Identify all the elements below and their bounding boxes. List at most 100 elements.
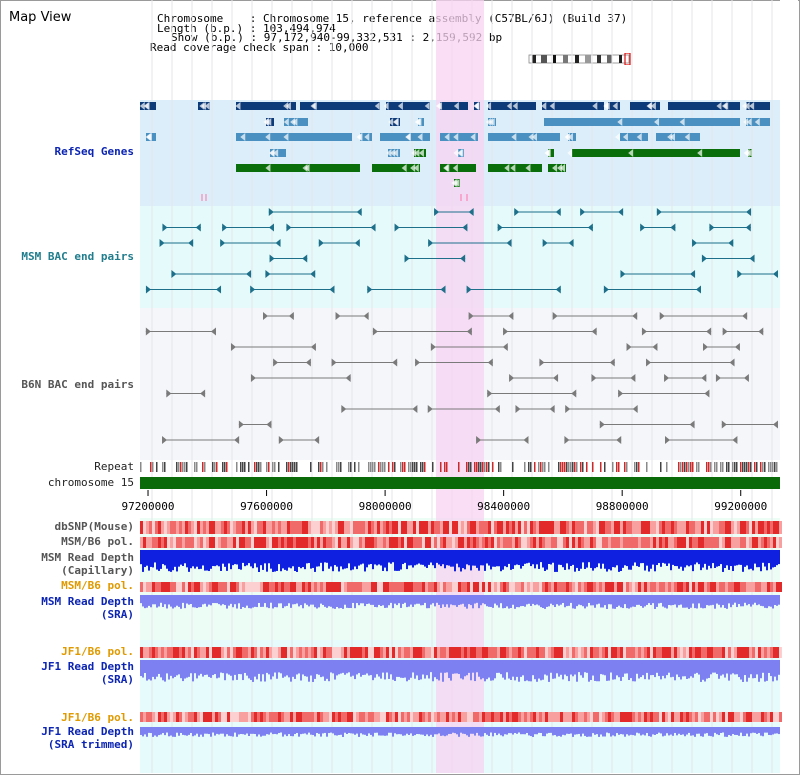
jf1-trimmed-depth-bar [550, 727, 552, 733]
msm-b6-pol-sra-heat-cell [554, 582, 557, 592]
gene-block [440, 133, 478, 141]
jf1-b6-pol-trim-heat-cell [281, 712, 284, 722]
jf1-trimmed-depth-bar [294, 727, 296, 735]
msm-capillary-depth-bar [538, 550, 540, 569]
chromosome-ideogram[interactable] [527, 53, 633, 65]
msm-bac-pair-end [692, 239, 698, 247]
msm-capillary-depth-bar [376, 550, 378, 566]
dbsnp-heat-cell [668, 521, 671, 534]
msm-b6-pol-heat-cell [461, 537, 464, 548]
msm-b6-pol-sra-heat-cell [746, 582, 749, 592]
jf1-sra-depth-bar [672, 660, 674, 677]
repeat-mark [616, 462, 618, 472]
repeat-mark [772, 462, 774, 472]
jf1-trimmed-depth-bar [150, 727, 152, 734]
msm-bac-pair-end [318, 239, 324, 247]
jf1-sra-depth-bar [206, 660, 208, 675]
msm-b6-pol-heat-cell [707, 537, 710, 548]
msm-sra-depth-bar [368, 595, 370, 604]
dbsnp-heat-cell [212, 521, 215, 534]
msm-b6-pol-heat-cell [326, 537, 329, 548]
repeat-mark [196, 462, 198, 472]
msm-capillary-depth-bar [526, 550, 528, 564]
jf1-trimmed-depth-bar [396, 727, 398, 735]
msm-b6-pol-sra-heat-cell [215, 582, 218, 592]
gene-arrow [617, 118, 623, 126]
jf1-b6-pol-trim-heat-cell [248, 712, 251, 722]
msm-capillary-depth-bar [464, 550, 466, 570]
dbsnp-heat-cell [419, 521, 422, 534]
msm-sra-depth-bar [224, 595, 226, 606]
repeat-mark [636, 462, 638, 472]
msm-capillary-depth-bar [194, 550, 196, 569]
jf1-sra-depth-bar [554, 660, 556, 679]
jf1-trimmed-depth-bar [286, 727, 288, 737]
jf1-trimmed-depth-bar [742, 727, 744, 737]
jf1-b6-pol-trim-heat-cell [452, 712, 455, 722]
msm-capillary-depth-bar [558, 550, 560, 565]
msm-sra-depth-bar [462, 595, 464, 604]
msm-sra-depth-bar [470, 595, 472, 606]
msm-capillary-depth-bar [228, 550, 230, 564]
jf1-b6-pol-trim-heat-cell [257, 712, 260, 722]
msm-sra-depth-bar [762, 595, 764, 607]
jf1-b6-pol-heat-cell [713, 647, 716, 658]
dbsnp-heat-cell [275, 521, 278, 534]
msm-capillary-depth-bar [590, 550, 592, 568]
repeat-mark [568, 462, 570, 472]
msm-capillary-depth-bar [626, 550, 628, 567]
msm-capillary-depth-bar [154, 550, 156, 563]
jf1-b6-pol-heat-cell [515, 647, 518, 658]
msm-capillary-depth-bar [314, 550, 316, 572]
msm-capillary-depth-bar [476, 550, 478, 568]
jf1-trimmed-depth-bar [636, 727, 638, 733]
jf1-b6-pol-trim-heat-cell [212, 712, 215, 722]
jf1-b6-pol-trim-heat-cell [296, 712, 299, 722]
b6n-bac-pair-end [715, 374, 721, 382]
msm-capillary-depth-bar [398, 550, 400, 571]
jf1-b6-pol-heat-cell [290, 647, 293, 658]
msm-b6-pol-heat-cell [701, 537, 704, 548]
dbsnp-heat-cell [752, 521, 755, 534]
jf1-b6-pol-heat-cell [449, 647, 452, 658]
jf1-b6-pol-trim-heat-cell [641, 712, 644, 722]
jf1-sra-depth-bar [736, 660, 738, 675]
jf1-trimmed-depth-bar [172, 727, 174, 737]
jf1-trimmed-depth-bar [256, 727, 258, 737]
repeat-mark [326, 462, 328, 472]
msm-sra-depth-bar [468, 595, 470, 605]
gene-arrow [283, 102, 289, 110]
msm-sra-depth-bar [172, 595, 174, 609]
jf1-sra-depth-bar [706, 660, 708, 679]
msm-sra-depth-bar [346, 595, 348, 608]
msm-bac-pair-end [370, 223, 376, 232]
jf1-trimmed-depth-bar [600, 727, 602, 735]
jf1-b6-pol-trim-heat-cell [644, 712, 647, 722]
msm-b6-pol-sra-heat-cell [377, 582, 380, 592]
jf1-sra-depth-bar [734, 660, 736, 675]
msm-sra-depth-bar [428, 595, 430, 609]
jf1-b6-pol-trim-heat-cell [308, 712, 311, 722]
jf1-trimmed-depth-bar [614, 727, 616, 737]
track-label-msm-depth-sra-sub: (SRA) [100, 608, 134, 621]
msm-sra-depth-bar [638, 595, 640, 605]
jf1-trimmed-depth-bar [180, 727, 182, 733]
repeat-mark [336, 462, 338, 472]
msm-sra-depth-bar [496, 595, 498, 606]
repeat-mark [728, 462, 730, 472]
dbsnp-heat-cell [374, 521, 377, 534]
msm-b6-pol-sra-heat-cell [695, 582, 698, 592]
msm-bac-pair-end [404, 254, 410, 263]
msm-b6-pol-heat-cell [590, 537, 593, 548]
jf1-sra-depth-bar [306, 660, 308, 677]
jf1-b6-pol-heat-cell [368, 647, 371, 658]
b6n-bac-pair-end [599, 420, 605, 429]
jf1-trimmed-depth-bar [478, 727, 480, 736]
jf1-b6-pol-heat-cell [269, 647, 272, 658]
msm-sra-depth-bar [528, 595, 530, 604]
jf1-sra-depth-bar [314, 660, 316, 679]
msm-b6-pol-sra-heat-cell [539, 582, 542, 592]
jf1-trimmed-depth-bar [678, 727, 680, 734]
jf1-b6-pol-heat-cell [254, 647, 257, 658]
